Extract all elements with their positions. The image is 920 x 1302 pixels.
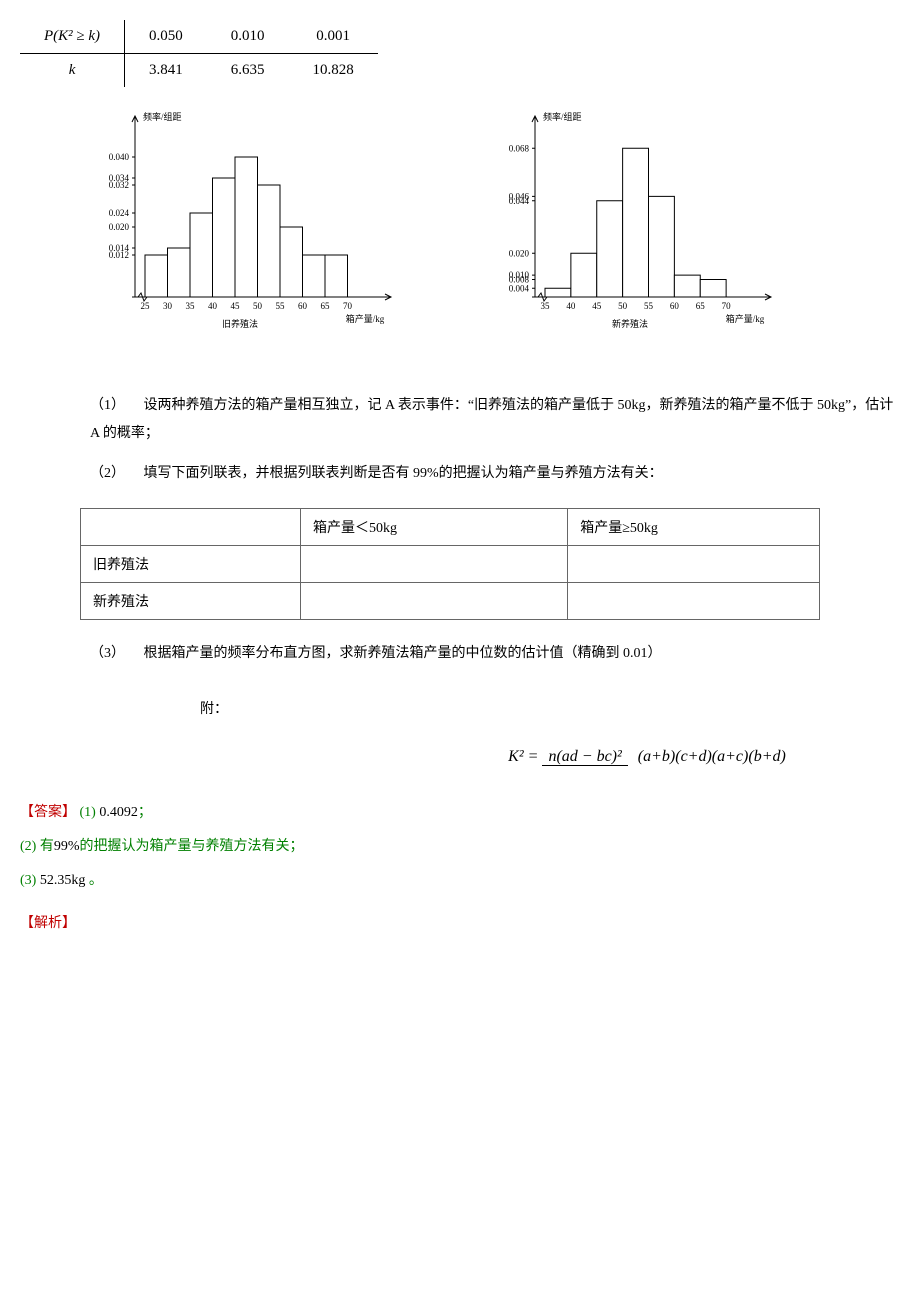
k-row-label: k [20,54,125,88]
svg-text:0.046: 0.046 [509,191,530,201]
answer-block: 【答案】 (1) 0.4092； (2) 有99%的把握认为箱产量与养殖方法有关… [20,796,900,940]
k-header-1: 0.050 [125,20,207,54]
svg-text:70: 70 [722,301,732,311]
svg-text:30: 30 [163,301,173,311]
question-list: （1） 设两种养殖方法的箱产量相互独立，记 A 表示事件：“旧养殖法的箱产量低于… [20,392,900,488]
svg-text:箱产量/kg: 箱产量/kg [726,313,765,324]
svg-text:40: 40 [208,301,218,311]
ct-r2c3 [568,583,820,620]
svg-text:0.004: 0.004 [509,283,530,293]
a3-suffix: 。 [85,873,103,888]
svg-text:新养殖法: 新养殖法 [612,318,648,329]
svg-text:0.014: 0.014 [109,243,130,253]
question-3: （3） 根据箱产量的频率分布直方图，求新养殖法箱产量的中位数的估计值（精确到 0… [90,640,900,668]
svg-text:0.024: 0.024 [109,208,130,218]
answer-2-line: (2) 有99%的把握认为箱产量与养殖方法有关； [20,830,900,864]
svg-text:0.034: 0.034 [109,173,130,183]
svg-text:35: 35 [186,301,196,311]
ct-col3: 箱产量≥50kg [568,509,820,546]
a2-num: (2) [20,839,40,854]
a2-pre: 有 [40,839,54,854]
svg-text:50: 50 [618,301,628,311]
svg-text:45: 45 [231,301,241,311]
a2-pct: 99% [54,839,80,854]
q1-num: （1） [90,392,140,420]
question-1: （1） 设两种养殖方法的箱产量相互独立，记 A 表示事件：“旧养殖法的箱产量低于… [90,392,900,448]
k-header-2: 0.010 [207,20,289,54]
answer-label: 【答案】 [20,805,76,820]
svg-text:55: 55 [276,301,286,311]
svg-text:频率/组距: 频率/组距 [543,111,582,122]
a3-val: 52.35kg [40,873,86,888]
k-squared-formula: K² = n(ad − bc)² (a+b)(c+d)(a+c)(b+d) [400,748,900,766]
old-method-histogram: 0.0120.0140.0200.0240.0320.0340.04025303… [80,107,420,372]
a1-val: 0.4092 [99,805,138,820]
k-val-2: 6.635 [207,54,289,88]
a2-post: 的把握认为箱产量与养殖方法有关； [80,839,304,854]
svg-text:60: 60 [298,301,308,311]
a1-suffix: ； [138,805,152,820]
k-val-3: 10.828 [289,54,378,88]
a1-num: (1) [80,805,100,820]
svg-text:55: 55 [644,301,654,311]
explanation-label: 【解析】 [20,907,900,941]
new-method-histogram: 0.0040.0080.0100.0200.0440.0460.06835404… [480,107,800,372]
svg-text:45: 45 [592,301,602,311]
attach-label: 附： [200,698,900,718]
svg-text:频率/组距: 频率/组距 [143,111,182,122]
q2-text: 填写下面列联表，并根据列联表判断是否有 99%的把握认为箱产量与养殖方法有关： [144,466,663,481]
k-header-3: 0.001 [289,20,378,54]
formula-eq: = [528,748,543,765]
ct-col2: 箱产量＜50kg [301,509,568,546]
svg-text:箱产量/kg: 箱产量/kg [346,313,385,324]
svg-text:40: 40 [566,301,576,311]
answer-3-line: (3) 52.35kg 。 [20,864,900,898]
formula-fraction: n(ad − bc)² (a+b)(c+d)(a+c)(b+d) [542,748,791,766]
svg-text:0.020: 0.020 [109,222,130,232]
k-val-1: 3.841 [125,54,207,88]
a3-num: (3) [20,873,40,888]
q2-num: （2） [90,460,140,488]
svg-text:0.020: 0.020 [509,248,530,258]
svg-text:旧养殖法: 旧养殖法 [222,318,258,329]
ct-r2c2 [301,583,568,620]
k-header-formula: P(K² ≥ k) [20,20,125,54]
formula-denominator: (a+b)(c+d)(a+c)(b+d) [632,748,792,765]
ct-r1c3 [568,546,820,583]
svg-text:0.040: 0.040 [109,152,130,162]
svg-text:35: 35 [541,301,551,311]
ct-row2-label: 新养殖法 [81,583,301,620]
q1-text: 设两种养殖方法的箱产量相互独立，记 A 表示事件：“旧养殖法的箱产量低于 50k… [90,398,893,441]
answer-1-line: 【答案】 (1) 0.4092； [20,796,900,830]
contingency-table: 箱产量＜50kg 箱产量≥50kg 旧养殖法 新养殖法 [80,508,820,620]
formula-lhs: K² [508,748,523,765]
svg-text:70: 70 [343,301,353,311]
svg-text:60: 60 [670,301,680,311]
ct-row1-label: 旧养殖法 [81,546,301,583]
q3-num: （3） [90,640,140,668]
svg-text:0.010: 0.010 [509,270,530,280]
svg-text:65: 65 [321,301,331,311]
charts-row: 0.0120.0140.0200.0240.0320.0340.04025303… [80,107,900,372]
ct-blank [81,509,301,546]
svg-text:0.068: 0.068 [509,143,530,153]
ct-r1c2 [301,546,568,583]
k-table: P(K² ≥ k) 0.050 0.010 0.001 k 3.841 6.63… [20,20,378,87]
svg-text:50: 50 [253,301,263,311]
question-2: （2） 填写下面列联表，并根据列联表判断是否有 99%的把握认为箱产量与养殖方法… [90,460,900,488]
svg-text:65: 65 [696,301,706,311]
q3-text: 根据箱产量的频率分布直方图，求新养殖法箱产量的中位数的估计值（精确到 0.01） [144,646,662,661]
question-list-2: （3） 根据箱产量的频率分布直方图，求新养殖法箱产量的中位数的估计值（精确到 0… [20,640,900,718]
svg-text:25: 25 [141,301,151,311]
formula-numerator: n(ad − bc)² [542,748,627,766]
